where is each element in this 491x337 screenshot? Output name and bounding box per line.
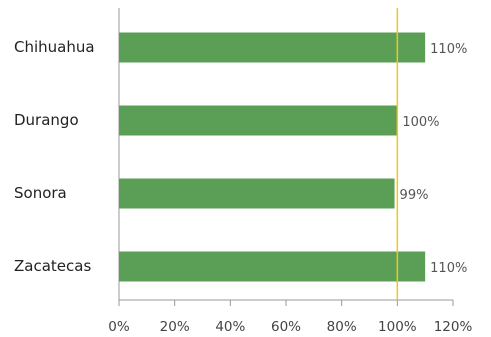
bar [119,32,426,63]
value-label: 100% [402,115,439,130]
x-tick-label: 120% [434,319,473,335]
category-label: Sonora [14,184,67,202]
value-label: 110% [430,42,467,57]
category-label: Durango [14,111,79,129]
x-tick-label: 100% [378,319,417,335]
x-tick-label: 20% [160,319,190,335]
bar [119,105,398,136]
x-tick-label: 0% [108,319,130,335]
x-tick-label: 40% [215,319,245,335]
value-label: 99% [400,188,429,203]
category-label: Chihuahua [14,38,95,56]
bar [119,251,426,282]
value-label: 110% [430,261,467,276]
x-tick-label: 60% [271,319,301,335]
x-tick-label: 80% [327,319,357,335]
category-label: Zacatecas [14,257,91,275]
bar [119,178,395,209]
